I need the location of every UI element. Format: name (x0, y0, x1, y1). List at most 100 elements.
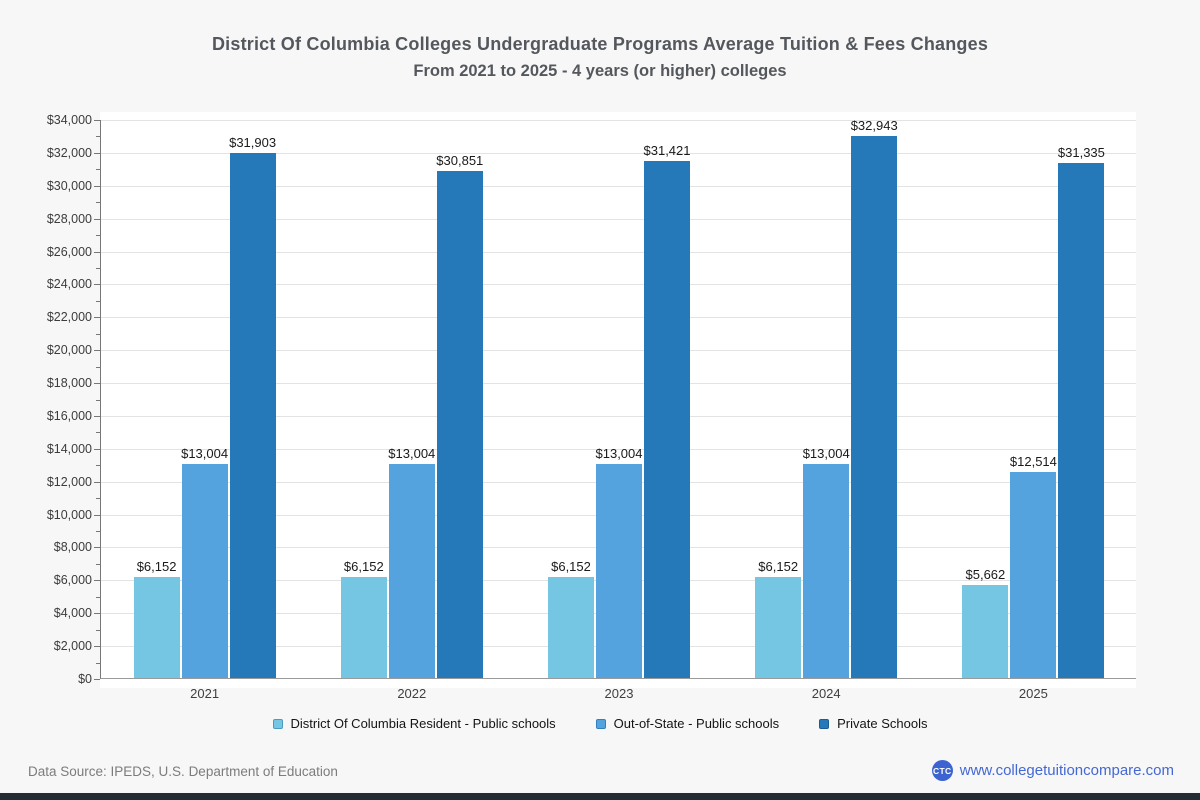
footer-link[interactable]: www.collegetuitioncompare.com (959, 762, 1174, 779)
y-major-tick (94, 646, 100, 648)
bottom-accent-strip (0, 793, 1200, 800)
y-minor-tick (96, 136, 100, 138)
y-minor-tick (96, 596, 100, 598)
footer-brand: CTC www.collegetuitioncompare.com (931, 760, 1174, 781)
data-source-text: Data Source: IPEDS, U.S. Department of E… (28, 764, 338, 779)
y-tick-label: $20,000 (46, 343, 92, 358)
y-minor-tick (96, 498, 100, 500)
y-tick-label: $0 (78, 672, 92, 686)
bar-value-label: $13,004 (595, 446, 643, 462)
ctc-logo-icon: CTC (931, 760, 953, 781)
y-minor-tick (96, 629, 100, 631)
legend-item: District Of Columbia Resident - Public s… (272, 716, 556, 731)
x-tick-label: 2023 (604, 686, 634, 701)
y-minor-tick (96, 300, 100, 302)
y-major-tick (94, 317, 100, 319)
grid-line (101, 383, 1136, 385)
y-minor-tick (96, 333, 100, 335)
grid-line (101, 415, 1136, 417)
y-minor-tick (96, 432, 100, 434)
y-tick-label: $4,000 (53, 606, 92, 621)
chart-header: District Of Columbia Colleges Undergradu… (0, 34, 1200, 81)
bar (181, 464, 228, 678)
y-major-tick (94, 679, 100, 680)
bar-value-label: $12,514 (1009, 454, 1057, 470)
bar-value-label: $31,335 (1057, 144, 1105, 160)
y-major-tick (94, 284, 100, 286)
grid-line (101, 218, 1136, 220)
bar-value-label: $13,004 (181, 446, 229, 462)
bar-value-label: $13,004 (802, 446, 850, 462)
y-minor-tick (96, 202, 100, 204)
legend-label: Out-of-State - Public schools (613, 716, 780, 731)
y-major-tick (94, 415, 100, 417)
bar (229, 153, 276, 678)
bar (1058, 162, 1105, 678)
bar (1010, 472, 1057, 678)
legend-marker-icon (819, 718, 830, 729)
y-minor-tick (96, 662, 100, 664)
page-title: District Of Columbia Colleges Undergradu… (211, 34, 989, 54)
y-major-tick (94, 613, 100, 615)
bar-value-label: $5,662 (965, 566, 1006, 582)
y-tick-label: $34,000 (46, 113, 92, 127)
bar-value-label: $32,943 (850, 118, 898, 134)
bar (962, 584, 1009, 678)
y-axis-labels: $0 $2,000 $4,000 $6,000 $8,000 $10,000 $12,000… (0, 113, 92, 686)
y-tick-label: $24,000 (46, 277, 92, 292)
grid-line (101, 284, 1136, 286)
bar-value-label: $31,903 (229, 135, 277, 151)
y-tick-label: $8,000 (53, 540, 92, 555)
y-minor-tick (96, 169, 100, 171)
y-minor-tick (96, 563, 100, 565)
y-minor-tick (96, 267, 100, 269)
y-tick-label: $14,000 (46, 441, 92, 456)
y-major-tick (94, 152, 100, 154)
y-major-tick (94, 547, 100, 549)
bar-value-label: $6,152 (758, 558, 799, 574)
page-subtitle: From 2021 to 2025 - 4 years (or higher) … (413, 62, 787, 80)
grid-line (101, 185, 1136, 187)
y-major-tick (94, 120, 100, 121)
x-tick-label: 2024 (811, 686, 841, 701)
y-tick-label: $10,000 (46, 507, 92, 522)
x-tick-label: 2021 (190, 686, 220, 701)
grid-line (101, 448, 1136, 450)
bar-value-label: $31,421 (643, 143, 691, 159)
x-tick-label: 2022 (397, 686, 427, 701)
y-tick-label: $16,000 (46, 408, 92, 423)
y-tick-label: $32,000 (46, 145, 92, 160)
y-tick-label: $12,000 (46, 474, 92, 489)
y-major-tick (94, 218, 100, 220)
bar (548, 576, 594, 678)
y-major-tick (94, 350, 100, 352)
y-minor-tick (96, 399, 100, 401)
grid-line (101, 120, 1136, 121)
y-major-tick (94, 185, 100, 187)
y-minor-tick (96, 465, 100, 467)
y-major-tick (94, 251, 100, 253)
bar (388, 464, 435, 678)
y-minor-tick (96, 531, 100, 533)
bar (340, 576, 387, 678)
legend-marker-icon (595, 718, 606, 729)
legend-item: Out-of-State - Public schools (595, 716, 780, 731)
bar-value-label: $6,152 (343, 558, 384, 574)
y-tick-label: $28,000 (46, 211, 92, 226)
legend-marker-icon (272, 718, 283, 729)
y-minor-tick (96, 366, 100, 368)
grid-line (101, 317, 1136, 319)
bar (436, 170, 483, 678)
y-tick-label: $18,000 (46, 376, 92, 391)
bar-value-label: $6,152 (551, 558, 591, 574)
y-major-tick (94, 481, 100, 483)
y-tick-label: $30,000 (46, 178, 92, 193)
bar (803, 464, 850, 678)
bar-value-label: $30,851 (436, 152, 484, 168)
bar-value-label: $13,004 (388, 446, 436, 462)
y-tick-label: $2,000 (53, 639, 92, 654)
bar (644, 161, 690, 678)
y-major-tick (94, 580, 100, 582)
y-tick-label: $6,000 (53, 573, 92, 588)
legend-item: Private Schools (819, 716, 927, 731)
